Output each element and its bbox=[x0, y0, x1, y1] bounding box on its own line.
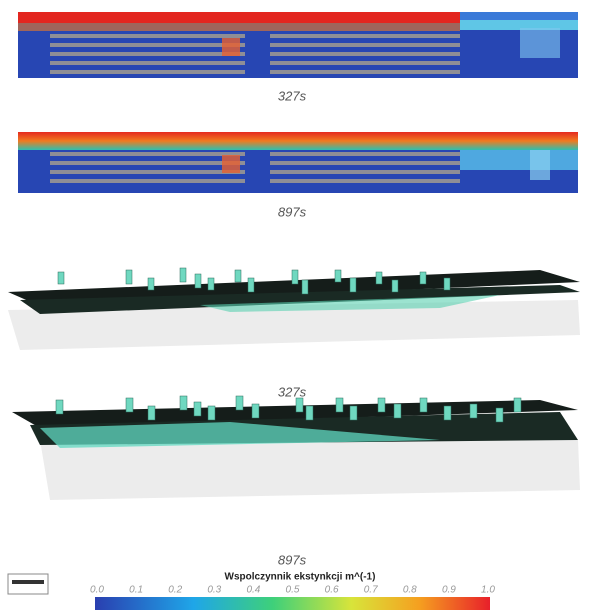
time-label: 327s bbox=[278, 88, 307, 103]
page: 327s 897s 327s bbox=[0, 0, 589, 610]
logo bbox=[8, 574, 48, 594]
smoke-slice-2 bbox=[18, 132, 578, 193]
colorbar bbox=[95, 597, 490, 610]
colorbar-tick-label: 0.0 bbox=[90, 585, 104, 596]
figure: 327s 897s 327s bbox=[0, 0, 589, 610]
smoke-slice-1 bbox=[18, 12, 578, 78]
colorbar-tick-label: 0.9 bbox=[442, 585, 456, 596]
colorbar-tick-label: 0.3 bbox=[207, 585, 221, 596]
colorbar-tick-label: 0.2 bbox=[168, 585, 182, 596]
colorbar-tick-label: 0.8 bbox=[403, 585, 417, 596]
colorbar-tick-label: 0.5 bbox=[286, 585, 300, 596]
iso-surface-1 bbox=[8, 268, 580, 350]
iso-surface-2 bbox=[12, 396, 580, 500]
colorbar-tick-label: 0.6 bbox=[325, 585, 339, 596]
colorbar-tick-label: 0.7 bbox=[364, 585, 378, 596]
colorbar-tick-label: 1.0 bbox=[481, 585, 495, 596]
time-label: 897s bbox=[278, 552, 307, 567]
colorbar-ticks: 0.0 0.1 0.2 0.3 0.4 0.5 0.6 0.7 0.8 0.9 1.0 bbox=[90, 585, 495, 596]
colorbar-title: Wspolczynnik ekstynkcji m^(-1) bbox=[225, 572, 376, 583]
time-label: 897s bbox=[278, 204, 307, 219]
colorbar-tick-label: 0.4 bbox=[246, 585, 260, 596]
time-label: 327s bbox=[278, 384, 307, 399]
colorbar-tick-label: 0.1 bbox=[129, 585, 143, 596]
